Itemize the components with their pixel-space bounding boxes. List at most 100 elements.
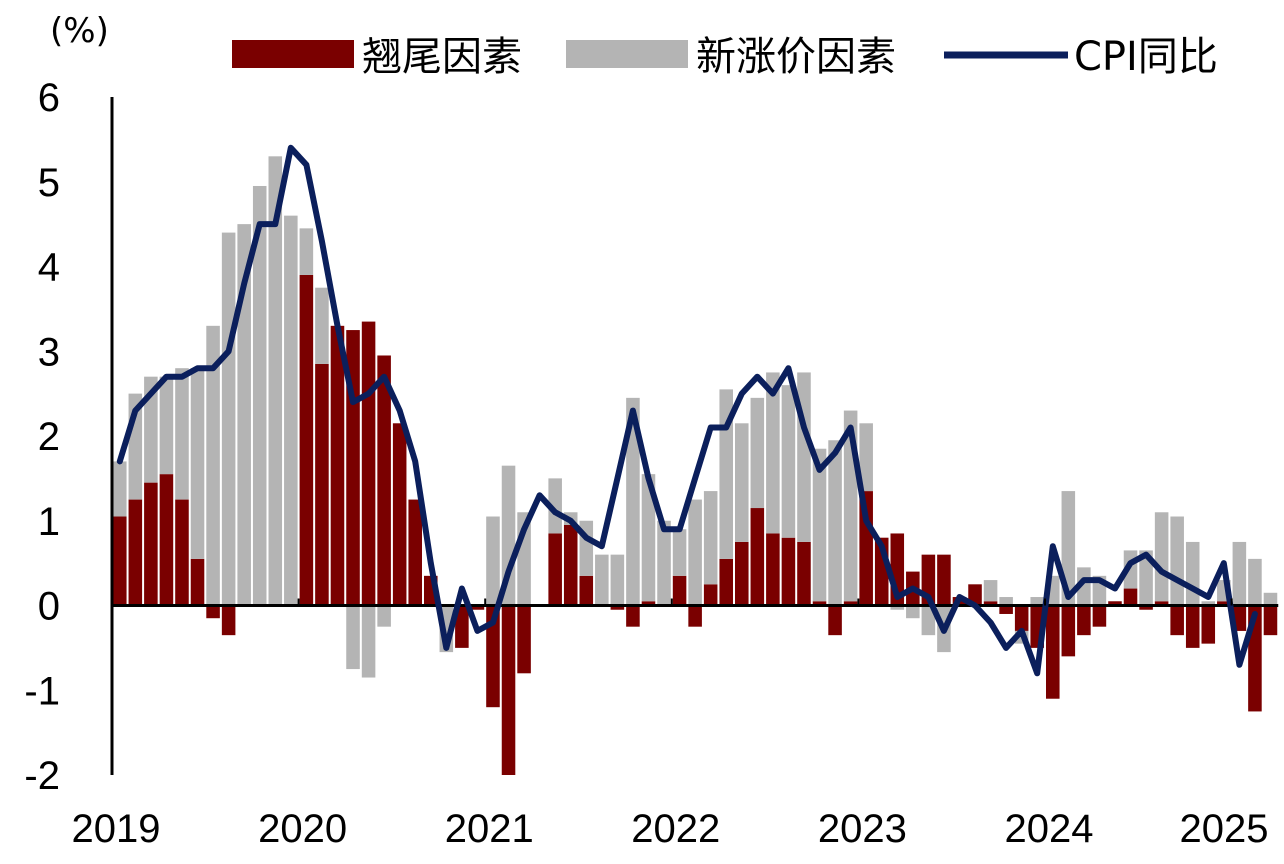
bar-new-price <box>859 423 873 492</box>
bar-carryover <box>1092 605 1107 627</box>
bar-carryover <box>486 605 500 708</box>
bar-carryover <box>859 491 873 606</box>
y-tick-label: 2 <box>38 415 60 459</box>
bar-new-price <box>346 605 360 670</box>
bar-carryover <box>1263 605 1278 636</box>
bar-carryover <box>1061 605 1076 657</box>
bar-new-price <box>1077 567 1091 606</box>
legend-swatch-new-price <box>566 40 688 68</box>
bar-new-price <box>113 461 127 517</box>
cpi-line <box>116 144 1258 677</box>
bar-carryover <box>719 558 733 606</box>
bar-carryover <box>315 363 329 606</box>
bar-new-price <box>252 185 267 606</box>
bar-new-price <box>983 580 998 602</box>
bar-carryover <box>999 605 1013 614</box>
bar-carryover <box>1139 605 1153 610</box>
bar-new-price <box>828 440 842 606</box>
bar-carryover <box>563 524 578 606</box>
bar-carryover <box>299 274 314 606</box>
bar-new-price <box>284 215 298 606</box>
bar-carryover <box>159 474 174 606</box>
bar-carryover <box>688 605 702 627</box>
bar-carryover <box>455 605 469 648</box>
bar-carryover <box>221 605 236 636</box>
bar-new-price <box>1232 541 1247 606</box>
bar-carryover <box>750 508 765 606</box>
bar-carryover <box>113 516 127 606</box>
y-tick-label: -2 <box>24 754 60 798</box>
bar-carryover <box>128 499 143 606</box>
bar-new-price <box>377 605 391 627</box>
bar-new-price <box>657 520 671 606</box>
bar-new-price <box>812 448 827 602</box>
bar-new-price <box>486 516 500 606</box>
bar-series <box>113 156 1278 775</box>
bar-new-price <box>159 376 174 475</box>
legend-label-cpi: CPI同比 <box>1074 34 1218 80</box>
bar-new-price <box>781 385 796 538</box>
y-tick-label: -1 <box>24 669 60 713</box>
bar-carryover <box>517 605 531 674</box>
bar-new-price <box>1185 541 1200 606</box>
bar-carryover <box>579 575 594 606</box>
bar-carryover <box>983 601 998 606</box>
bar-carryover <box>361 321 376 606</box>
legend-swatch-carryover <box>232 40 354 68</box>
bar-new-price <box>766 372 780 534</box>
bar-carryover <box>548 533 562 606</box>
bar-carryover <box>1108 601 1122 606</box>
bar-new-price <box>906 605 920 619</box>
legend-label-new-price: 新涨价因素 <box>696 34 896 80</box>
bar-carryover <box>672 575 687 606</box>
bar-new-price <box>1170 516 1184 606</box>
bar-new-price <box>626 397 640 606</box>
bar-new-price <box>299 228 314 275</box>
y-tick-label: 4 <box>38 246 60 290</box>
y-axis-ticks: -2 -1 0 1 2 3 4 5 6 <box>24 76 60 798</box>
bar-new-price <box>206 325 220 606</box>
bar-new-price <box>1154 512 1169 602</box>
bar-new-price <box>999 597 1013 606</box>
bar-new-price <box>548 478 562 534</box>
bar-carryover <box>175 499 189 606</box>
bar-carryover <box>937 554 951 606</box>
legend-label-carryover: 翘尾因素 <box>362 34 522 80</box>
bar-new-price <box>175 368 189 500</box>
bar-carryover <box>501 605 516 775</box>
bar-carryover <box>641 601 656 606</box>
bar-new-price <box>890 605 905 610</box>
bar-new-price <box>1030 597 1044 606</box>
line-series <box>116 144 1258 677</box>
x-tick-label: 2024 <box>1005 807 1094 851</box>
bar-carryover <box>812 601 827 606</box>
bar-new-price <box>688 499 702 606</box>
bar-carryover <box>392 423 407 606</box>
bar-carryover <box>781 537 796 606</box>
bar-new-price <box>921 605 936 636</box>
bar-carryover <box>766 533 780 606</box>
bar-new-price <box>361 605 376 678</box>
bar-carryover <box>843 601 858 606</box>
bar-new-price <box>672 529 687 576</box>
bar-new-price <box>719 389 733 559</box>
bar-new-price <box>221 232 236 606</box>
bar-new-price <box>237 224 251 606</box>
y-unit-label: (%) <box>50 11 109 51</box>
bar-carryover <box>1185 605 1200 648</box>
bar-carryover <box>1154 601 1169 606</box>
legend: 翘尾因素 新涨价因素 CPI同比 <box>232 34 1218 80</box>
bar-new-price <box>144 376 158 483</box>
y-tick-label: 3 <box>38 330 60 374</box>
bar-new-price <box>315 287 329 364</box>
bar-new-price <box>1248 558 1262 606</box>
bar-new-price <box>268 156 283 606</box>
bar-carryover <box>1170 605 1184 636</box>
bar-carryover <box>735 541 749 606</box>
bar-new-price <box>1263 592 1278 606</box>
bar-carryover <box>206 605 220 619</box>
y-tick-label: 1 <box>38 500 60 544</box>
bar-carryover <box>377 355 391 606</box>
bar-new-price <box>703 491 718 585</box>
